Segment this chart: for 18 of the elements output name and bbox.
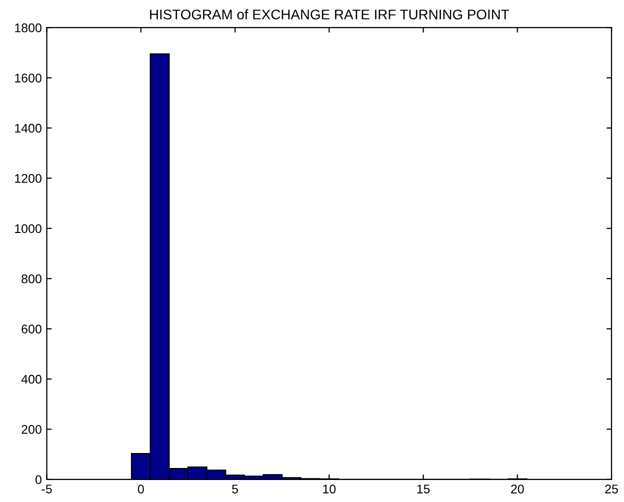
chart-title: HISTOGRAM of EXCHANGE RATE IRF TURNING POINT [150,9,510,20]
x-tick-label: 20 [511,484,524,494]
y-tick-label: 1600 [15,74,42,82]
x-tick-label: 0 [138,484,144,494]
y-tick-label: 0 [35,475,42,484]
y-tick-label: 1200 [15,174,42,183]
y-tick-label: 200 [22,425,42,434]
y-tick-label: 1800 [15,23,42,32]
x-tick-label: 25 [605,484,618,494]
x-tick-label: 5 [232,484,238,494]
y-tick-label: 1000 [15,224,42,234]
y-tick-label: 1400 [15,124,42,133]
x-tick-label: -5 [42,484,52,494]
x-tick-label: 10 [323,484,336,494]
y-tick-label: 800 [22,274,42,284]
x-tick-label: 15 [417,484,430,494]
y-tick-label: 400 [21,374,42,384]
y-tick-label: 600 [22,324,42,334]
